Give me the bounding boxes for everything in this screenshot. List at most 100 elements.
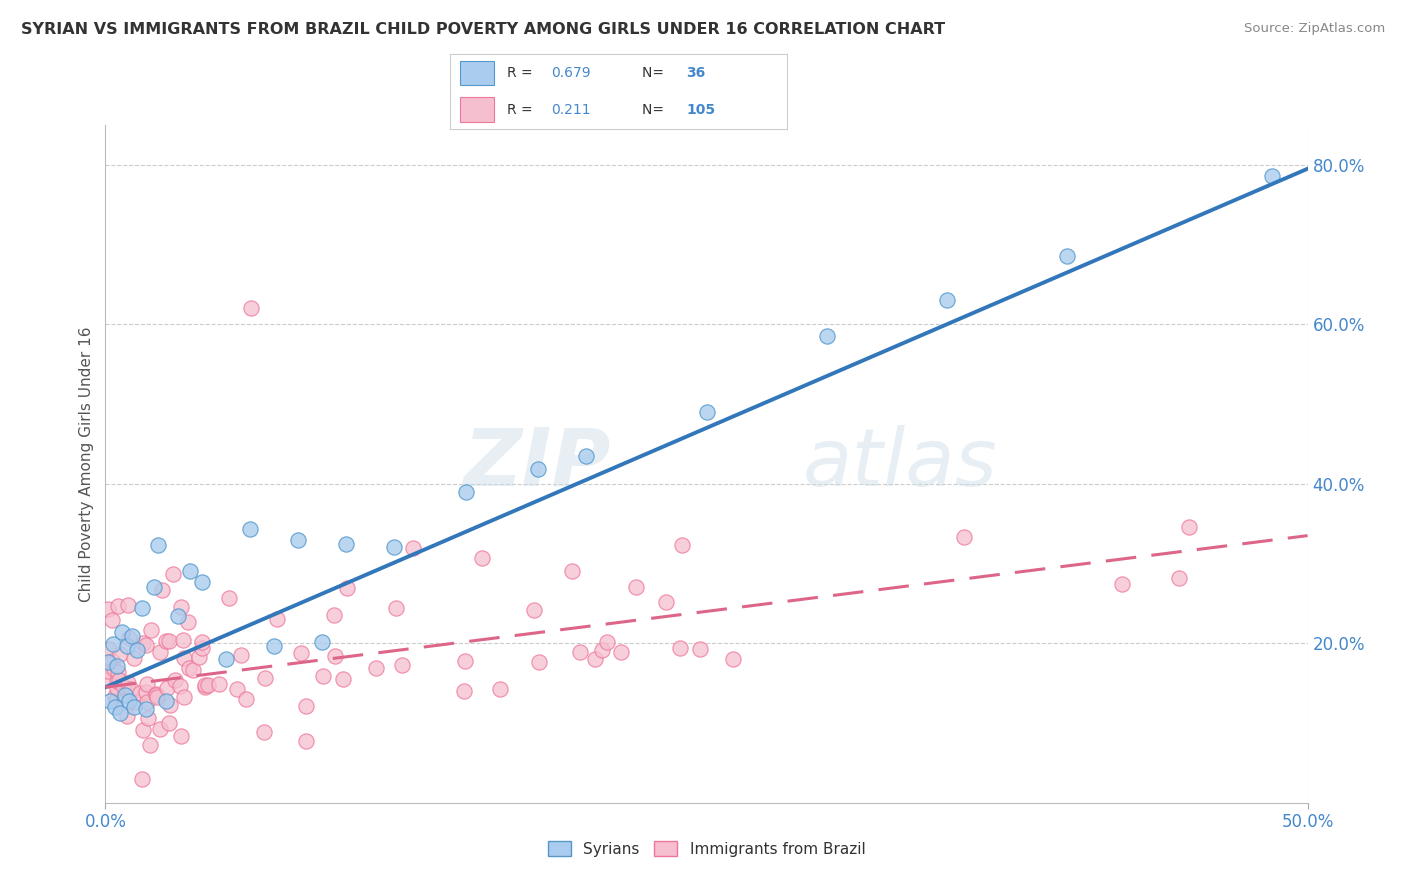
Point [295, 698, 318, 713]
Point [454, 484, 477, 499]
Point [170, 729, 193, 743]
Point [135, 702, 157, 716]
Point [489, 681, 512, 696]
Point [114, 688, 136, 702]
Point [132, 636, 155, 650]
Text: 0.211: 0.211 [551, 103, 591, 117]
Point [177, 615, 200, 630]
Point [145, 688, 167, 702]
Point [101, 637, 124, 651]
Point [312, 669, 335, 683]
Text: ZIP: ZIP [463, 425, 610, 503]
Point [165, 673, 187, 688]
Point [135, 638, 157, 652]
Point [177, 661, 200, 675]
Point [583, 651, 606, 665]
Point [148, 538, 170, 552]
Point [124, 695, 146, 709]
Point [136, 711, 159, 725]
Point [952, 530, 974, 544]
Point [97, 655, 120, 669]
Point [191, 634, 214, 648]
Text: atlas: atlas [803, 425, 997, 503]
Point [169, 679, 191, 693]
Point [179, 564, 201, 578]
Text: N=: N= [643, 103, 669, 117]
Point [100, 613, 122, 627]
Point [253, 671, 276, 685]
Point [235, 691, 257, 706]
Point [112, 679, 135, 693]
Point [107, 599, 129, 613]
Point [624, 580, 647, 594]
Point [689, 641, 711, 656]
Point [131, 772, 153, 786]
Point [129, 686, 152, 700]
Point [1056, 250, 1078, 264]
Point [523, 603, 546, 617]
Point [107, 665, 129, 679]
Point [139, 623, 162, 637]
Point [105, 674, 128, 689]
Point [124, 699, 146, 714]
Point [190, 574, 212, 589]
Point [121, 629, 143, 643]
Point [145, 690, 167, 704]
Point [105, 681, 128, 695]
Point [108, 706, 131, 720]
Point [591, 643, 613, 657]
Point [183, 663, 205, 677]
Text: R =: R = [508, 66, 537, 80]
Point [98, 694, 121, 708]
Point [135, 684, 157, 698]
Point [125, 642, 148, 657]
Point [263, 640, 285, 654]
Point [654, 595, 676, 609]
Point [149, 645, 172, 659]
Point [115, 639, 138, 653]
Point [1167, 571, 1189, 585]
Point [157, 716, 180, 731]
Point [145, 687, 167, 701]
Point [527, 461, 550, 475]
Point [162, 567, 184, 582]
Point [253, 725, 276, 739]
Y-axis label: Child Poverty Among Girls Under 16: Child Poverty Among Girls Under 16 [79, 326, 94, 601]
Point [290, 647, 312, 661]
Point [118, 631, 141, 645]
Point [453, 684, 475, 698]
Point [191, 640, 214, 655]
Point [136, 695, 159, 709]
Point [366, 661, 388, 675]
Point [1111, 576, 1133, 591]
Point [197, 678, 219, 692]
Point [266, 612, 288, 626]
Point [118, 694, 141, 708]
Point [97, 673, 120, 688]
Point [159, 698, 181, 712]
Bar [460, 97, 494, 122]
Point [155, 634, 177, 648]
Text: SYRIAN VS IMMIGRANTS FROM BRAZIL CHILD POVERTY AMONG GIRLS UNDER 16 CORRELATION : SYRIAN VS IMMIGRANTS FROM BRAZIL CHILD P… [21, 22, 945, 37]
Point [208, 677, 231, 691]
Point [226, 681, 249, 696]
Point [101, 654, 124, 668]
Point [1260, 169, 1282, 184]
Point [323, 648, 346, 663]
Point [103, 662, 125, 676]
Text: 36: 36 [686, 66, 706, 80]
Point [97, 642, 120, 657]
Point [696, 405, 718, 419]
Point [104, 690, 127, 704]
Point [122, 651, 145, 665]
Point [150, 583, 173, 598]
Point [135, 676, 157, 690]
Point [117, 598, 139, 612]
Text: N=: N= [643, 66, 669, 80]
Point [132, 723, 155, 737]
Point [97, 665, 120, 679]
Point [194, 677, 217, 691]
Point [239, 522, 262, 536]
Point [156, 681, 179, 696]
Point [669, 640, 692, 655]
